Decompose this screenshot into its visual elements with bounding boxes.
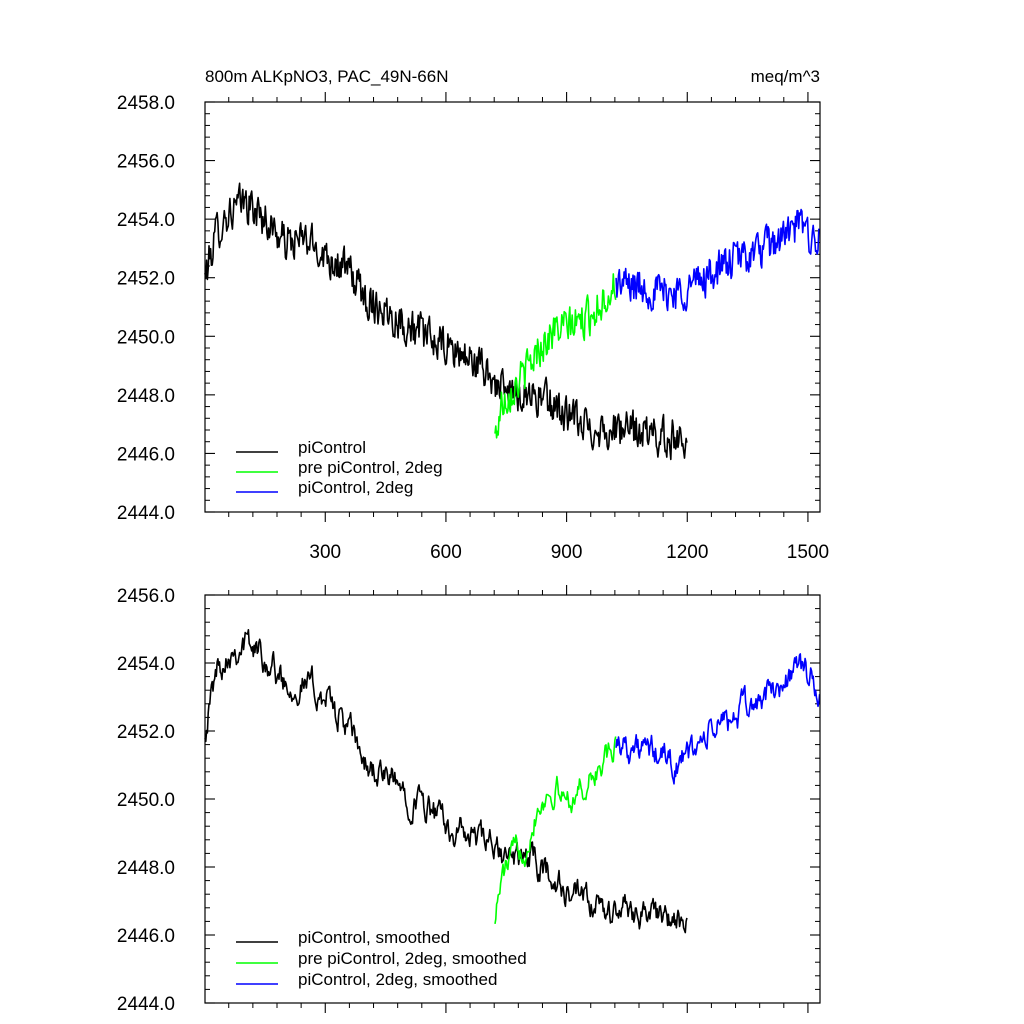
chart-title: 800m ALKpNO3, PAC_49N-66N bbox=[205, 67, 448, 86]
y-tick-label: 2452.0 bbox=[117, 269, 175, 290]
y-tick-label: 2452.0 bbox=[117, 722, 175, 743]
y-tick-label: 2454.0 bbox=[117, 654, 175, 675]
legend-label-picontrol-2deg: piControl, 2deg bbox=[298, 478, 413, 497]
series-line-picontrol-2deg-smoothed bbox=[615, 653, 821, 785]
top-axes-ticks: 300 600 900 1200 1500 2444.0 2446.0 2448.0 2450.… bbox=[117, 92, 829, 563]
y-tick-label: 2450.0 bbox=[117, 790, 175, 811]
series-line-picontrol-smoothed bbox=[204, 628, 688, 934]
y-tick-label: 2456.0 bbox=[117, 152, 175, 173]
series-line-pre-picontrol-2deg-smoothed bbox=[494, 736, 617, 925]
bottom-panel: 2444.0 2446.0 2448.0 2450.0 2452.0 2454.0 2456… bbox=[117, 585, 821, 1015]
y-tick-label: 2456.0 bbox=[117, 586, 175, 607]
top-plot-frame bbox=[204, 101, 821, 513]
series-line-pre-picontrol-2deg bbox=[494, 273, 617, 439]
bottom-series-layer bbox=[204, 628, 821, 934]
y-tick-label: 2446.0 bbox=[117, 926, 175, 947]
legend-label-pre-picontrol-2deg: pre piControl, 2deg bbox=[298, 458, 443, 477]
units-label: meq/m^3 bbox=[751, 67, 820, 86]
y-tick-label: 2448.0 bbox=[117, 858, 175, 879]
y-tick-label: 2446.0 bbox=[117, 444, 175, 465]
legend-label-picontrol-smoothed: piControl, smoothed bbox=[298, 928, 450, 947]
series-line-picontrol-2deg bbox=[615, 208, 821, 312]
bottom-plot-frame bbox=[204, 594, 821, 1004]
x-tick-label: 1500 bbox=[787, 542, 829, 563]
y-tick-label: 2458.0 bbox=[117, 93, 175, 114]
y-tick-label: 2444.0 bbox=[117, 994, 175, 1015]
bottom-legend: piControl, smoothed pre piControl, 2deg,… bbox=[236, 928, 527, 989]
legend-label-picontrol-2deg-smoothed: piControl, 2deg, smoothed bbox=[298, 970, 497, 989]
x-tick-label: 600 bbox=[430, 542, 462, 563]
bottom-axes-ticks: 2444.0 2446.0 2448.0 2450.0 2452.0 2454.0 2456… bbox=[117, 585, 820, 1015]
legend-label-picontrol: piControl bbox=[298, 438, 366, 457]
y-tick-label: 2450.0 bbox=[117, 327, 175, 348]
top-legend: piControl pre piControl, 2deg piControl,… bbox=[236, 438, 443, 497]
x-tick-label: 900 bbox=[551, 542, 583, 563]
top-series-layer bbox=[204, 182, 821, 461]
y-tick-label: 2454.0 bbox=[117, 210, 175, 231]
y-tick-label: 2444.0 bbox=[117, 503, 175, 524]
y-tick-label: 2448.0 bbox=[117, 386, 175, 407]
series-line-picontrol bbox=[204, 182, 688, 461]
top-panel: 800m ALKpNO3, PAC_49N-66N meq/m^3 300 600… bbox=[117, 67, 829, 563]
x-tick-label: 300 bbox=[309, 542, 341, 563]
x-tick-label: 1200 bbox=[666, 542, 708, 563]
legend-label-pre-picontrol-2deg-smoothed: pre piControl, 2deg, smoothed bbox=[298, 949, 527, 968]
